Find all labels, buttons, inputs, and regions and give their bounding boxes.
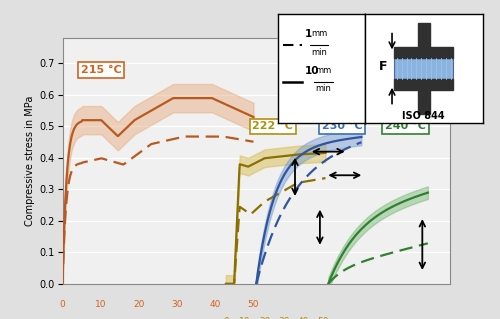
Text: 30: 30 [278,317,289,319]
Text: 10: 10 [240,317,251,319]
Text: 0: 0 [60,300,66,309]
Text: 20: 20 [259,317,270,319]
Text: 222 °C: 222 °C [252,122,294,131]
Text: 215 °C: 215 °C [81,65,122,75]
Bar [394,58,453,79]
Bar [394,79,453,90]
Text: mm: mm [311,29,327,38]
Text: F: F [378,60,387,73]
Text: 30: 30 [172,300,183,309]
Bar [418,23,430,47]
Text: 240 °C: 240 °C [386,122,426,131]
Text: ISO 844: ISO 844 [402,111,445,121]
Text: min: min [315,84,331,93]
Text: 10: 10 [95,300,106,309]
Text: 230 °C: 230 °C [322,122,362,131]
Text: 10: 10 [304,66,319,76]
Text: min: min [311,48,326,57]
Text: 20: 20 [133,300,144,309]
Text: 40: 40 [298,317,309,319]
Text: 50: 50 [317,317,328,319]
Bar [394,47,453,58]
Bar [418,90,430,114]
Text: 50: 50 [248,300,259,309]
Text: mm: mm [315,66,332,75]
Y-axis label: Compressive stress in MPa: Compressive stress in MPa [26,96,36,226]
Text: 40: 40 [210,300,221,309]
Text: 0: 0 [223,317,228,319]
Text: 1: 1 [304,29,312,39]
